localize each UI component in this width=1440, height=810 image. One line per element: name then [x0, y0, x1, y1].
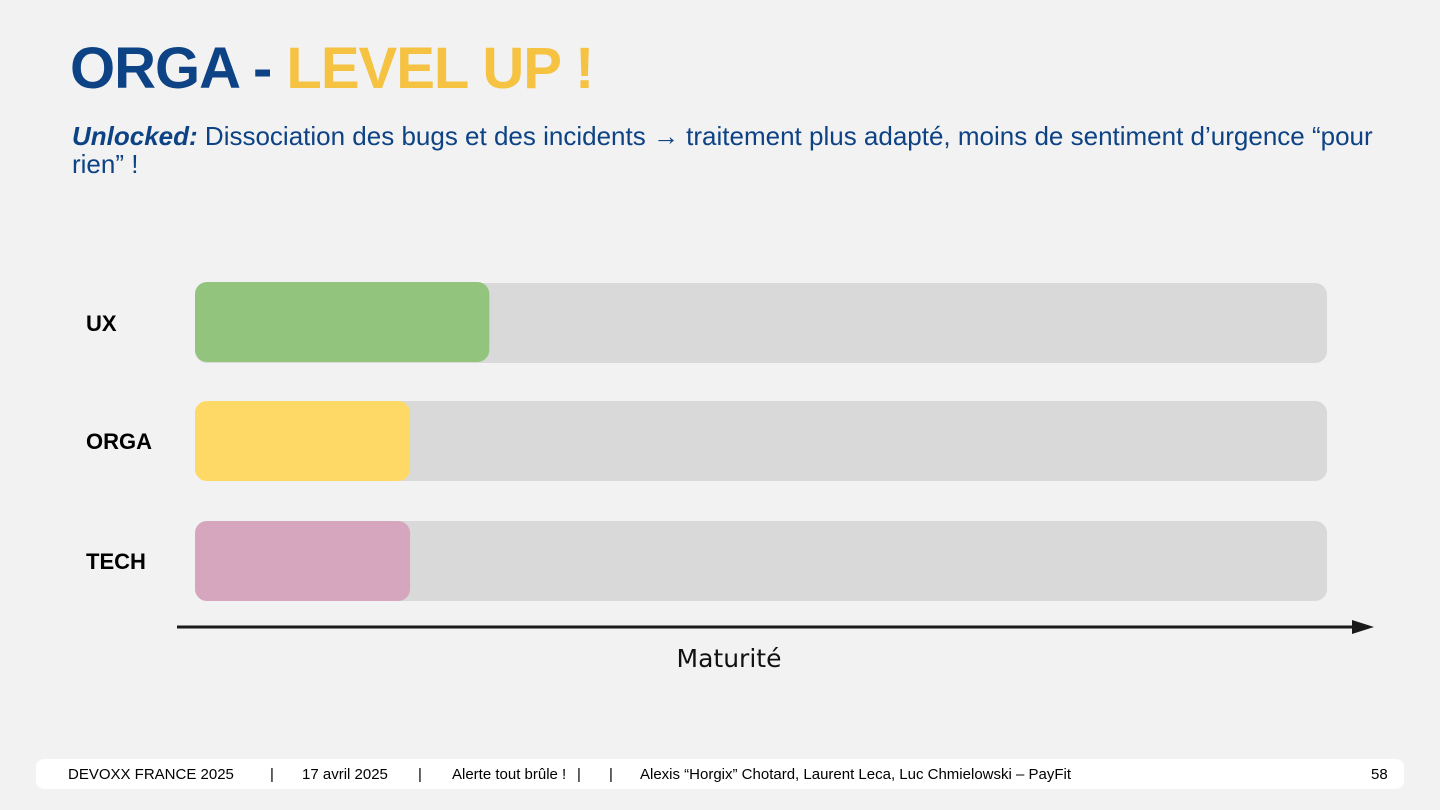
bar-orga: [195, 401, 411, 481]
x-axis-label: Maturité: [677, 644, 782, 673]
bar-track-orga: [195, 401, 1327, 481]
chart-bars: UX ORGA TECH: [86, 282, 1327, 601]
bar-track-tech: [195, 521, 1327, 601]
category-label-orga: ORGA: [86, 429, 152, 454]
footer: DEVOXX FRANCE 2025 | 17 avril 2025 | Ale…: [36, 759, 1404, 789]
footer-separator: |: [609, 766, 613, 783]
footer-authors: Alexis “Horgix” Chotard, Laurent Leca, L…: [640, 766, 1072, 783]
maturity-chart: UX ORGA TECH Maturité: [86, 282, 1374, 673]
footer-event: DEVOXX FRANCE 2025: [68, 766, 234, 783]
slide-subtitle: Unlocked: Dissociation des bugs et des i…: [72, 122, 1402, 178]
footer-date: 17 avril 2025: [302, 766, 388, 783]
slide-title: ORGA - LEVEL UP !: [70, 34, 594, 104]
bar-tech: [195, 521, 411, 601]
footer-separator: |: [270, 766, 274, 783]
footer-separator: |: [577, 766, 581, 783]
footer-separator: |: [418, 766, 422, 783]
subtitle-text: Dissociation des bugs et des incidents →…: [72, 121, 1373, 179]
footer-talk: Alerte tout brûle !: [452, 766, 567, 783]
category-label-tech: TECH: [86, 549, 146, 574]
title-separator: -: [237, 36, 287, 101]
subtitle-lead: Unlocked:: [72, 121, 198, 151]
bar-ux: [195, 282, 490, 362]
x-axis-arrow-icon: [1352, 620, 1374, 634]
title-part-level-up: LEVEL UP !: [286, 36, 594, 101]
title-part-orga: ORGA: [70, 36, 239, 101]
footer-page-number: 58: [1371, 766, 1388, 783]
category-label-ux: UX: [86, 311, 117, 336]
